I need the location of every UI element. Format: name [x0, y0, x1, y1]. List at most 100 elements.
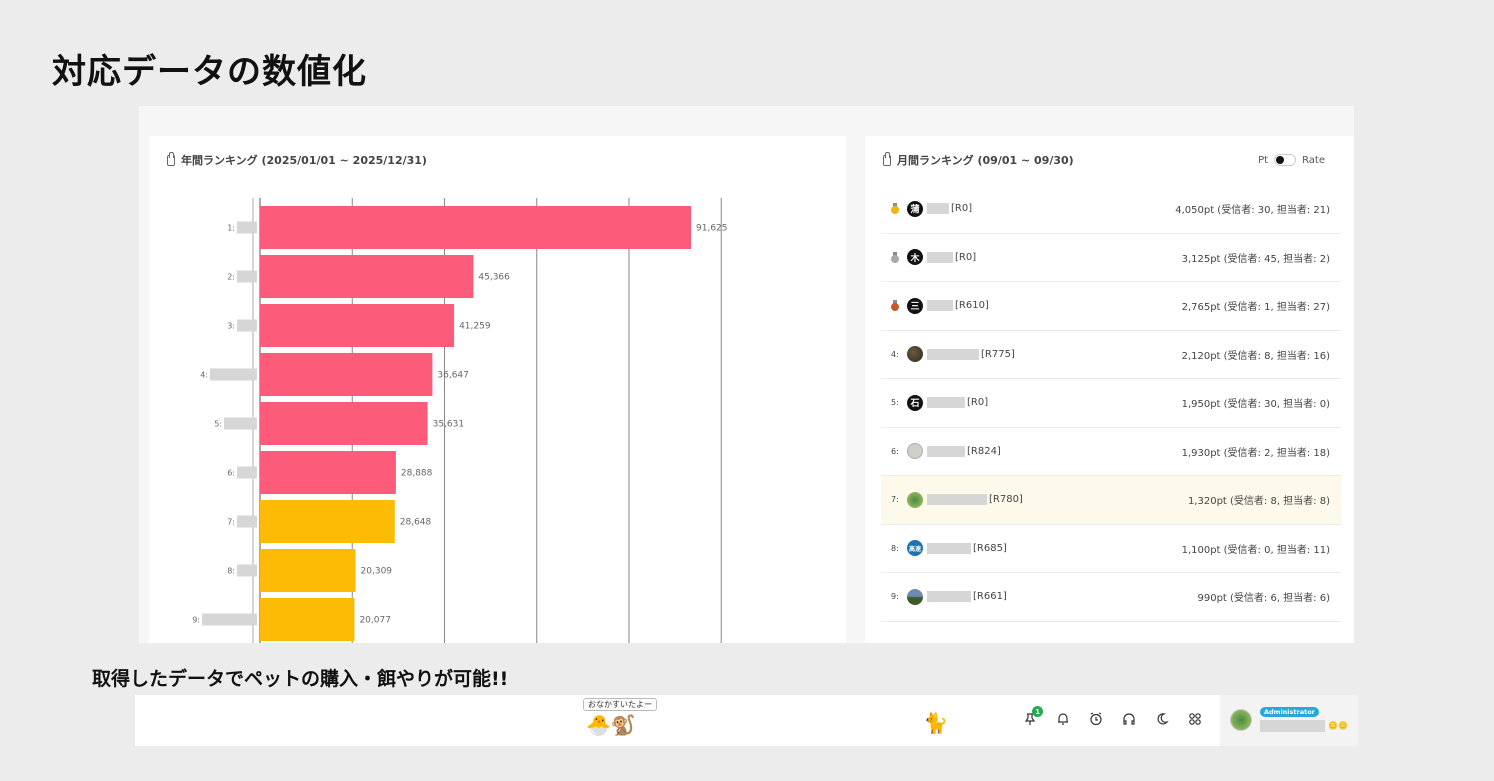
redacted-name [237, 466, 257, 479]
list-item[interactable]: 8: 高速 [R685] 1,100pt (受信者: 0, 担当者: 11) [881, 525, 1341, 573]
list-item[interactable]: 4: [R775] 2,120pt (受信者: 8, 担当者: 16) [881, 331, 1341, 379]
redacted-name [927, 445, 965, 457]
user-name-redacted [1260, 720, 1325, 732]
redacted-name [927, 348, 979, 360]
redacted-name [224, 417, 257, 430]
bar-9[interactable] [260, 598, 355, 641]
role-badge: Administrator [1260, 707, 1319, 717]
pin-icon[interactable]: 1 [1022, 706, 1043, 727]
toggle-knob [1276, 156, 1285, 164]
list-item[interactable]: 三 [R610] 2,765pt (受信者: 1, 担当者: 27) [881, 282, 1341, 331]
list-item[interactable]: 6: [R824] 1,930pt (受信者: 2, 担当者: 18) [881, 428, 1341, 476]
category-label: 7: [227, 518, 235, 527]
rank-rate-tag: [R780] [989, 494, 1023, 506]
silver-medal-icon [891, 251, 907, 263]
bar-1[interactable] [260, 206, 691, 249]
pet-display[interactable]: 🐣🐒 [586, 713, 636, 737]
bottom-bar: おなかすいたよー 🐣🐒 🐈 1 Administrator 🪙🪙 [135, 695, 1358, 746]
redacted-name [927, 203, 949, 215]
cat-pet[interactable]: 🐈 [923, 711, 948, 735]
rank-number: 4: [891, 349, 899, 359]
user-menu[interactable]: Administrator 🪙🪙 [1220, 695, 1358, 746]
bar-value-label: 45,366 [478, 273, 510, 283]
rank-number: 6: [891, 446, 899, 456]
avatar: 木 [907, 249, 923, 266]
bell-icon[interactable] [1055, 711, 1071, 727]
score-text: 2,765pt (受信者: 1, 担当者: 27) [1181, 302, 1330, 314]
list-item[interactable]: 9: [R661] 990pt (受信者: 6, 担当者: 6) [881, 573, 1341, 622]
redacted-name [927, 300, 953, 312]
avatar: 石 [907, 394, 923, 411]
bar-4[interactable] [260, 353, 433, 396]
bar-value-label: 91,625 [696, 224, 728, 234]
category-label: 9: [192, 616, 200, 625]
rank-number: 5: [891, 398, 899, 408]
category-label: 2: [227, 273, 235, 282]
category-label: 8: [227, 567, 235, 576]
bar-value-label: 36,647 [437, 371, 469, 381]
redacted-name [237, 221, 257, 234]
bar-2[interactable] [260, 255, 474, 298]
avatar [907, 588, 923, 605]
list-item[interactable]: 7: [R780] 1,320pt (受信者: 8, 担当者: 8) [881, 476, 1341, 525]
bar-7[interactable] [260, 500, 395, 543]
redacted-name [927, 397, 965, 409]
category-label: 5: [214, 420, 222, 429]
category-label: 6: [227, 469, 235, 478]
bronze-medal-icon [891, 300, 907, 312]
score-text: 2,120pt (受信者: 8, 担当者: 16) [1181, 350, 1330, 362]
app-screen: 年間ランキング (2025/01/01 ~ 2025/12/31) 91,625… [139, 106, 1354, 643]
bar-value-label: 41,259 [459, 322, 491, 332]
rank-rate-tag: [R824] [967, 445, 1001, 457]
rank-rate-tag: [R0] [951, 203, 973, 215]
list-item[interactable]: 5: 石 [R0] 1,950pt (受信者: 30, 担当者: 0) [881, 379, 1341, 428]
redacted-name [210, 368, 257, 381]
rank-number: 8: [891, 543, 899, 553]
score-text: 1,930pt (受信者: 2, 担当者: 18) [1181, 447, 1330, 459]
notification-badge: 1 [1032, 706, 1043, 717]
score-text: 990pt (受信者: 6, 担当者: 6) [1197, 593, 1330, 605]
headphones-icon[interactable] [1121, 711, 1137, 727]
bar-value-label: 20,077 [359, 616, 391, 626]
bar-value-label: 35,631 [433, 420, 465, 430]
apps-grid-icon[interactable] [1187, 711, 1203, 727]
yearly-ranking-card: 年間ランキング (2025/01/01 ~ 2025/12/31) 91,625… [149, 136, 846, 643]
moon-icon[interactable] [1154, 711, 1170, 727]
redacted-name [237, 515, 257, 528]
avatar [1230, 709, 1252, 731]
list-item[interactable]: 蒲 [R0] 4,050pt (受信者: 30, 担当者: 21) [881, 185, 1341, 234]
list-item[interactable]: 木 [R0] 3,125pt (受信者: 45, 担当者: 2) [881, 234, 1341, 282]
redacted-name [927, 542, 971, 554]
pt-rate-toggle[interactable] [1274, 154, 1297, 166]
redacted-name [237, 270, 257, 283]
toggle-label-pt: Pt [1258, 154, 1269, 166]
redacted-name [237, 564, 257, 577]
redacted-name [927, 251, 953, 263]
rank-rate-tag: [R775] [981, 348, 1015, 360]
avatar: 蒲 [907, 200, 923, 217]
avatar: 高速 [907, 540, 923, 557]
pet-speech-bubble: おなかすいたよー [583, 698, 657, 711]
avatar: 三 [907, 297, 923, 314]
redacted-name [237, 319, 257, 332]
bar-value-label: 28,648 [400, 518, 432, 528]
score-text: 1,100pt (受信者: 0, 担当者: 11) [1181, 544, 1330, 556]
monthly-ranking-card: 月間ランキング (09/01 ~ 09/30) Pt Rate 蒲 [R0] 4,0… [865, 136, 1354, 643]
gold-medal-icon [891, 203, 907, 215]
score-text: 3,125pt (受信者: 45, 担当者: 2) [1181, 253, 1330, 265]
clipboard-icon [883, 151, 891, 166]
yearly-ranking-header: 年間ランキング (2025/01/01 ~ 2025/12/31) [167, 151, 427, 168]
monthly-ranking-title: 月間ランキング (09/01 ~ 09/30) [897, 154, 1074, 167]
alarm-clock-icon[interactable] [1088, 711, 1104, 727]
avatar [907, 491, 923, 508]
bar-6[interactable] [260, 451, 396, 494]
bar-5[interactable] [260, 402, 428, 445]
coin-icons: 🪙🪙 [1328, 721, 1348, 730]
bar-3[interactable] [260, 304, 455, 347]
bar-8[interactable] [260, 549, 356, 592]
score-text: 4,050pt (受信者: 30, 担当者: 21) [1175, 205, 1330, 217]
rank-rate-tag: [R661] [973, 591, 1007, 603]
score-text: 1,950pt (受信者: 30, 担当者: 0) [1181, 399, 1330, 411]
monthly-ranking-list: 蒲 [R0] 4,050pt (受信者: 30, 担当者: 21) 木 [R0] 3,12… [881, 185, 1341, 622]
rank-number: 9: [891, 592, 899, 602]
